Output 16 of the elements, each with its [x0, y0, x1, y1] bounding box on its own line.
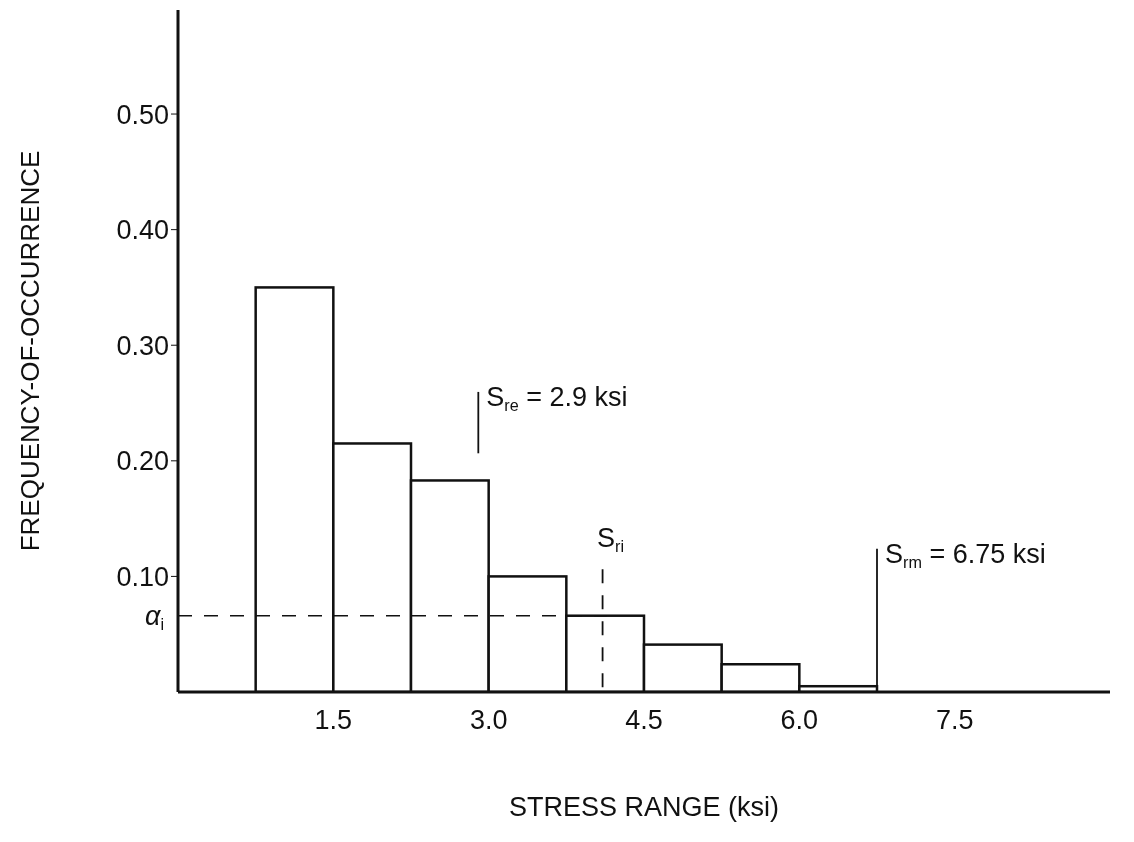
ref-line-label: S$_{ri}$ — [597, 523, 625, 556]
y-tick-label: 0.20 — [116, 446, 169, 477]
y-tick-label: 0.30 — [116, 330, 169, 361]
y-tick-label: 0.40 — [116, 215, 169, 246]
ref-line-label: S$_{rm}$ = 6.75 ksi — [885, 538, 1046, 571]
x-tick-label: 4.5 — [625, 705, 663, 736]
y-axis-title: FREQUENCY-OF-OCCURRENCE — [15, 150, 46, 552]
x-tick-label: 3.0 — [469, 705, 508, 736]
x-axis-title: STRESS RANGE (ksi) — [508, 792, 780, 822]
y-tick-label: 0.50 — [116, 99, 169, 130]
ref-line-label: S$_{re}$ = 2.9 ksi — [486, 381, 628, 414]
ref-line-label: α$_{i}$ — [144, 600, 164, 633]
x-tick-label: 7.5 — [935, 705, 974, 736]
y-tick-label: 0.10 — [116, 561, 169, 592]
x-tick-label: 1.5 — [314, 705, 353, 736]
x-tick-label: 6.0 — [780, 705, 819, 736]
